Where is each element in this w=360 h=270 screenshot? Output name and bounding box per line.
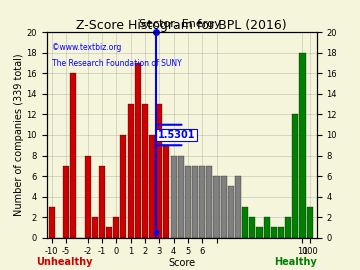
Bar bbox=[99, 166, 105, 238]
Bar bbox=[192, 166, 198, 238]
Bar bbox=[213, 176, 220, 238]
Bar bbox=[206, 166, 212, 238]
Bar bbox=[63, 166, 69, 238]
Bar bbox=[278, 227, 284, 238]
Bar bbox=[156, 104, 162, 238]
Bar bbox=[249, 217, 255, 238]
Bar bbox=[199, 166, 205, 238]
Text: Healthy: Healthy bbox=[274, 256, 316, 266]
Text: Sector: Energy: Sector: Energy bbox=[139, 19, 221, 29]
Text: The Research Foundation of SUNY: The Research Foundation of SUNY bbox=[52, 59, 182, 68]
Title: Z-Score Histogram for BPL (2016): Z-Score Histogram for BPL (2016) bbox=[76, 19, 287, 32]
Bar bbox=[185, 166, 191, 238]
Bar bbox=[300, 53, 306, 238]
Bar bbox=[135, 63, 141, 238]
Bar bbox=[113, 217, 119, 238]
Bar bbox=[120, 135, 126, 238]
Bar bbox=[235, 176, 241, 238]
Bar bbox=[256, 227, 262, 238]
Bar bbox=[49, 207, 55, 238]
Bar bbox=[70, 73, 76, 238]
Bar bbox=[178, 156, 184, 238]
Bar bbox=[221, 176, 227, 238]
Bar bbox=[228, 186, 234, 238]
Bar bbox=[292, 114, 298, 238]
Bar bbox=[242, 207, 248, 238]
Y-axis label: Number of companies (339 total): Number of companies (339 total) bbox=[14, 54, 24, 216]
Bar bbox=[85, 156, 91, 238]
Bar bbox=[171, 156, 177, 238]
Bar bbox=[307, 207, 313, 238]
Bar bbox=[264, 217, 270, 238]
Bar bbox=[271, 227, 277, 238]
Text: Unhealthy: Unhealthy bbox=[37, 256, 93, 266]
Bar bbox=[92, 217, 98, 238]
Bar bbox=[142, 104, 148, 238]
Bar bbox=[106, 227, 112, 238]
Text: 1.5301: 1.5301 bbox=[158, 130, 195, 140]
Bar bbox=[285, 217, 291, 238]
Bar bbox=[127, 104, 134, 238]
Text: ©www.textbiz.org: ©www.textbiz.org bbox=[52, 43, 122, 52]
X-axis label: Score: Score bbox=[168, 258, 195, 268]
Bar bbox=[149, 135, 155, 238]
Bar bbox=[163, 145, 170, 238]
